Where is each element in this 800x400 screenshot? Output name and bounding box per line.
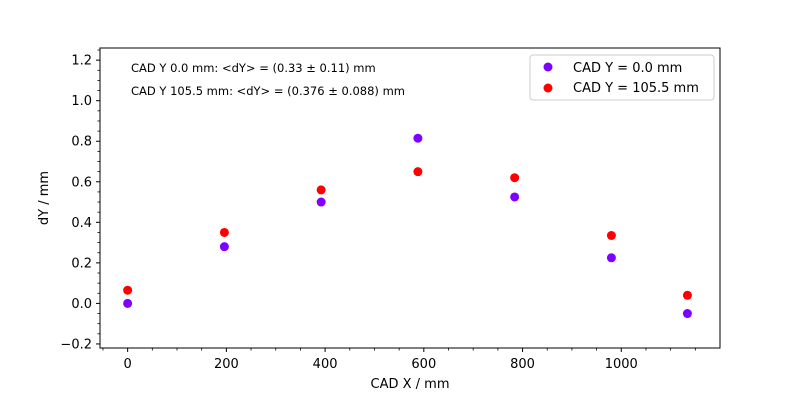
y-tick-label: 1.2: [71, 54, 92, 69]
data-point-series-1: [123, 285, 133, 295]
y-tick-label: 0.8: [71, 135, 92, 150]
legend-marker-cad-y-0: [543, 62, 553, 72]
data-point-series-0: [413, 133, 423, 143]
plot-area-frame: [99, 47, 721, 349]
x-tick-label: 800: [510, 357, 535, 372]
data-point-series-1: [606, 231, 616, 240]
annotation-cad-y-0: CAD Y 0.0 mm: <dY> = (0.33 ± 0.11) mm: [131, 61, 376, 75]
y-tick-label: 0.6: [71, 175, 92, 190]
legend-marker-cad-y-105: [543, 83, 553, 93]
x-tick-label: 400: [313, 357, 338, 372]
data-points: [123, 133, 692, 319]
x-tick-label: 200: [214, 357, 239, 372]
major-ticks: 0 200 400 600 800 1000 −0.2 0.0 0.2 0.4 0.6 0.8 1.0 1…: [60, 54, 637, 372]
legend-label-cad-y-0: CAD Y = 0.0 mm: [573, 61, 682, 76]
y-tick-label: 1.0: [71, 94, 92, 109]
data-point-series-1: [510, 173, 520, 183]
x-tick-label: 1000: [605, 357, 638, 372]
data-point-series-0: [682, 309, 692, 319]
data-point-series-0: [123, 298, 133, 308]
annotation-cad-y-105: CAD Y 105.5 mm: <dY> = (0.376 ± 0.088) m…: [131, 84, 405, 98]
legend-label-cad-y-105: CAD Y = 105.5 mm: [573, 81, 699, 96]
data-point-series-1: [316, 185, 326, 195]
data-point-series-0: [510, 192, 520, 202]
data-point-series-0: [316, 197, 326, 207]
x-tick-label: 600: [411, 357, 436, 372]
legend-box: [529, 54, 715, 101]
y-tick-label: −0.2: [60, 337, 92, 352]
y-tick-label: 0.0: [71, 297, 92, 312]
legend: CAD Y = 0.0 mm CAD Y = 105.5 mm: [529, 54, 715, 101]
data-point-series-1: [413, 167, 423, 177]
x-axis-label: CAD X / mm: [371, 377, 450, 392]
data-point-series-0: [606, 253, 616, 263]
y-tick-label: 0.2: [71, 256, 92, 271]
data-point-series-0: [219, 242, 229, 252]
y-tick-label: 0.4: [71, 216, 92, 231]
y-axis-label: dY / mm: [37, 171, 52, 225]
data-point-series-1: [219, 227, 229, 237]
x-tick-label: 0: [124, 357, 132, 372]
data-point-series-1: [682, 290, 692, 300]
